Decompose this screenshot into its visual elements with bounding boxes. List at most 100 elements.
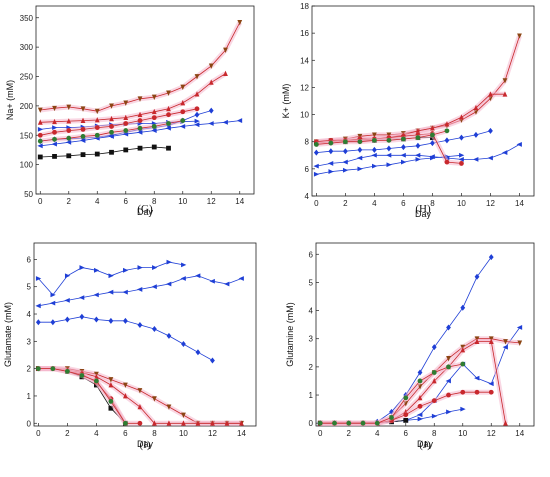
series-halo <box>38 366 242 426</box>
data-point <box>446 409 452 415</box>
x-tick-label: 2 <box>343 199 348 208</box>
data-point <box>473 104 479 111</box>
x-tick-label: 8 <box>432 429 437 438</box>
data-point <box>342 159 348 165</box>
data-point <box>195 420 201 426</box>
data-point <box>66 135 72 141</box>
data-point <box>108 382 114 388</box>
data-point <box>460 361 466 367</box>
y-tick-label: 150 <box>20 131 34 140</box>
data-point <box>386 137 392 143</box>
data-point <box>152 396 157 402</box>
y-tick-label: 6 <box>309 250 314 259</box>
data-point <box>181 420 186 426</box>
data-point <box>152 265 158 270</box>
data-point <box>360 420 366 426</box>
data-point <box>137 96 143 102</box>
data-point <box>386 162 392 168</box>
series-line <box>40 73 226 123</box>
data-point <box>371 146 377 153</box>
data-point <box>224 420 230 426</box>
data-point <box>49 300 56 306</box>
x-tick-label: 10 <box>457 199 466 208</box>
data-point <box>122 289 128 295</box>
data-point <box>429 154 435 160</box>
data-point <box>371 132 377 138</box>
data-point <box>458 156 464 162</box>
data-point <box>166 332 172 339</box>
data-point <box>165 125 171 131</box>
data-point <box>460 304 466 311</box>
data-point <box>108 377 114 383</box>
data-point <box>52 125 58 131</box>
data-point <box>151 128 157 133</box>
y-tick-label: 0 <box>27 419 32 428</box>
data-point <box>502 91 508 97</box>
data-point <box>400 152 406 158</box>
data-point <box>79 373 85 378</box>
data-point <box>446 392 451 398</box>
data-point <box>516 142 522 147</box>
x-tick-label: 0 <box>38 197 43 206</box>
data-point <box>137 118 143 123</box>
x-tick-label: 2 <box>347 429 352 438</box>
y-axis-label: Glutamine (mM) <box>285 302 295 367</box>
data-point <box>237 20 243 26</box>
data-point <box>502 150 508 155</box>
data-point <box>137 321 143 328</box>
plot-area <box>37 20 243 160</box>
data-point <box>64 273 71 279</box>
data-point <box>417 378 423 384</box>
data-point <box>94 125 100 131</box>
x-tick-label: 0 <box>314 199 319 208</box>
data-point <box>473 156 479 162</box>
data-point <box>181 341 186 348</box>
data-point <box>109 115 114 122</box>
data-point <box>35 303 41 309</box>
y-tick-label: 5 <box>309 278 314 287</box>
data-point <box>430 140 435 147</box>
data-point <box>152 326 157 333</box>
data-point <box>401 136 406 142</box>
data-point <box>389 415 394 420</box>
y-tick-label: 0 <box>309 419 314 428</box>
data-point <box>37 126 44 132</box>
x-axis-label: Day <box>137 207 154 217</box>
data-point <box>123 100 129 106</box>
x-axis-label: Day <box>417 439 434 449</box>
x-axis-label: Day <box>137 439 154 449</box>
data-point <box>431 344 437 351</box>
data-point <box>179 124 186 129</box>
x-tick-label: 10 <box>178 197 187 206</box>
data-point <box>238 276 244 281</box>
data-point <box>66 118 72 124</box>
data-point <box>371 163 378 169</box>
x-tick-label: 8 <box>152 429 157 438</box>
data-point <box>123 317 128 324</box>
data-point <box>236 118 243 123</box>
plot-area <box>35 259 244 426</box>
data-point <box>313 163 319 169</box>
data-point <box>415 156 421 162</box>
data-point <box>210 357 215 364</box>
y-tick-label: 1 <box>309 391 314 400</box>
y-axis-label: Glutamate (mM) <box>3 302 13 367</box>
data-point <box>516 325 523 330</box>
data-point <box>195 273 201 279</box>
data-point <box>386 152 392 158</box>
data-point <box>459 161 464 166</box>
x-tick-label: 12 <box>487 429 496 438</box>
data-point <box>417 416 423 422</box>
y-tick-label: 250 <box>20 73 34 82</box>
data-point <box>166 90 171 96</box>
data-point <box>209 278 215 284</box>
data-point <box>108 399 114 404</box>
data-point <box>313 149 319 156</box>
data-point <box>180 118 186 123</box>
data-point <box>52 105 57 112</box>
plot-frame <box>35 5 255 195</box>
data-point <box>208 107 214 114</box>
series-line <box>38 261 184 296</box>
x-tick-label: 8 <box>152 197 157 206</box>
